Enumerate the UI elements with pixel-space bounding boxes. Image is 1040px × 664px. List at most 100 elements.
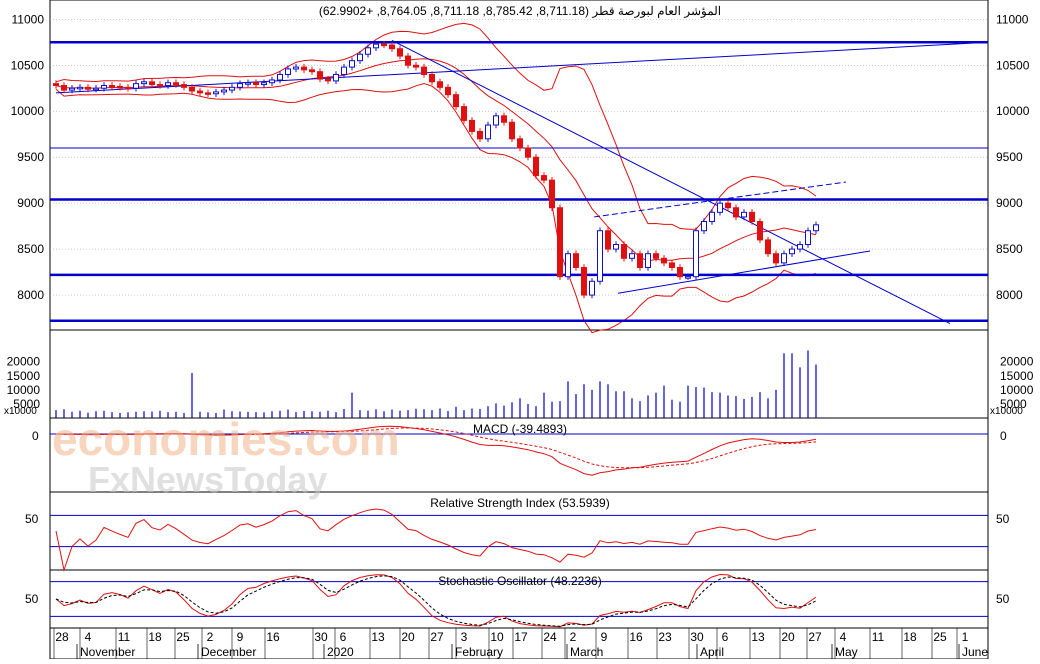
volume-tick-left: 20000 (7, 355, 41, 369)
candle-body (557, 207, 563, 278)
candle-body (661, 257, 667, 264)
x-day-label: 2 (207, 630, 214, 644)
candle-body (533, 156, 539, 177)
x-day-label: 27 (430, 630, 444, 644)
candle-body (173, 82, 179, 86)
candle-body (429, 73, 435, 83)
candle-body (709, 211, 715, 223)
candle-body (197, 90, 203, 94)
candle-body (125, 86, 131, 90)
watermark-economies: economies.com (52, 413, 400, 465)
candle-body (805, 230, 811, 246)
x-day-label: 10 (490, 630, 504, 644)
candle-body (181, 84, 187, 88)
macd-panel (49, 417, 989, 493)
candle-body (421, 66, 427, 75)
candle-body (621, 244, 627, 259)
candle-body (389, 44, 395, 50)
x-day-label: 16 (266, 630, 280, 644)
candle-body (277, 73, 283, 81)
x-day-label: 9 (237, 630, 244, 644)
candle-body (733, 207, 739, 218)
candle-body (229, 86, 235, 91)
volume-bars (55, 350, 817, 418)
price-tick-right: 8000 (996, 288, 1023, 302)
candle-body (525, 147, 531, 158)
x-day-label: 11 (872, 630, 885, 644)
volume-tick-right: 20000 (1000, 355, 1034, 369)
volume-tick-right: 15000 (1000, 369, 1034, 383)
candle-body (485, 124, 491, 140)
candle-body (765, 239, 771, 255)
indicator-lines (55, 425, 817, 628)
volume-panel (49, 329, 989, 419)
price-tick-left: 10000 (11, 104, 45, 118)
candle-body (517, 138, 523, 149)
candle-body (581, 266, 587, 296)
x-month-label: March (570, 645, 603, 659)
candle-body (261, 82, 267, 86)
volume-tick-left: 5000 (13, 397, 40, 411)
candles (53, 40, 819, 299)
candle-body (405, 55, 411, 66)
x-day-label: 9 (601, 630, 608, 644)
candle-body (245, 82, 251, 85)
candle-body (309, 69, 315, 73)
candle-body (493, 115, 499, 126)
x-day-label: 6 (340, 630, 347, 644)
candle-body (61, 84, 67, 91)
candle-body (501, 115, 507, 123)
x-month-label: 2020 (327, 645, 354, 659)
candle-body (77, 86, 83, 90)
candle-body (629, 253, 635, 259)
candle-body (85, 86, 91, 90)
candle-body (789, 248, 795, 255)
candle-body (237, 83, 243, 88)
candle-body (381, 43, 387, 47)
candle-body (269, 79, 275, 84)
x-day-label: 13 (751, 630, 765, 644)
volume-tick-left: 15000 (7, 369, 41, 383)
stoch-50-left: 50 (25, 592, 39, 606)
candle-body (349, 60, 355, 68)
candle-body (613, 244, 619, 250)
price-tick-left: 8500 (17, 242, 44, 256)
macd-label: MACD (-39.4893) (473, 422, 567, 436)
price-tick-right: 10500 (996, 58, 1030, 72)
candle-body (293, 66, 299, 70)
candle-body (813, 224, 819, 232)
price-tick-left: 11000 (12, 12, 45, 26)
candle-body (757, 221, 763, 241)
rsi-line (55, 508, 817, 572)
candle-body (797, 244, 803, 250)
candle-body (365, 47, 371, 55)
candle-body (445, 86, 451, 96)
x-day-label: 4 (840, 630, 847, 644)
trend-line-upper (55, 41, 989, 94)
candle-body (597, 230, 603, 282)
candle-body (509, 121, 515, 140)
watermark-fxnewstoday: FxNewsToday (88, 459, 327, 500)
candle-body (701, 221, 707, 232)
candle-body (53, 83, 59, 86)
candle-body (413, 64, 419, 68)
price-tick-right: 8500 (996, 242, 1023, 256)
candle-body (461, 106, 467, 121)
candle-body (157, 84, 163, 87)
candle-body (213, 91, 219, 95)
x-day-label: 6 (722, 630, 729, 644)
volume-tick-right: 5000 (1000, 397, 1027, 411)
candle-body (317, 71, 323, 80)
x-day-label: 11 (118, 630, 131, 644)
x-day-label: 18 (148, 630, 162, 644)
candle-body (573, 253, 579, 268)
candle-body (565, 253, 571, 278)
price-tick-right: 10000 (996, 104, 1030, 118)
x-day-label: 25 (933, 630, 947, 644)
candle-body (133, 83, 139, 89)
x-day-label: 24 (543, 630, 557, 644)
rsi-label: Relative Strength Index (53.5939) (430, 496, 609, 510)
price-tick-right: 11000 (996, 12, 1029, 26)
x-day-label: 30 (690, 630, 704, 644)
